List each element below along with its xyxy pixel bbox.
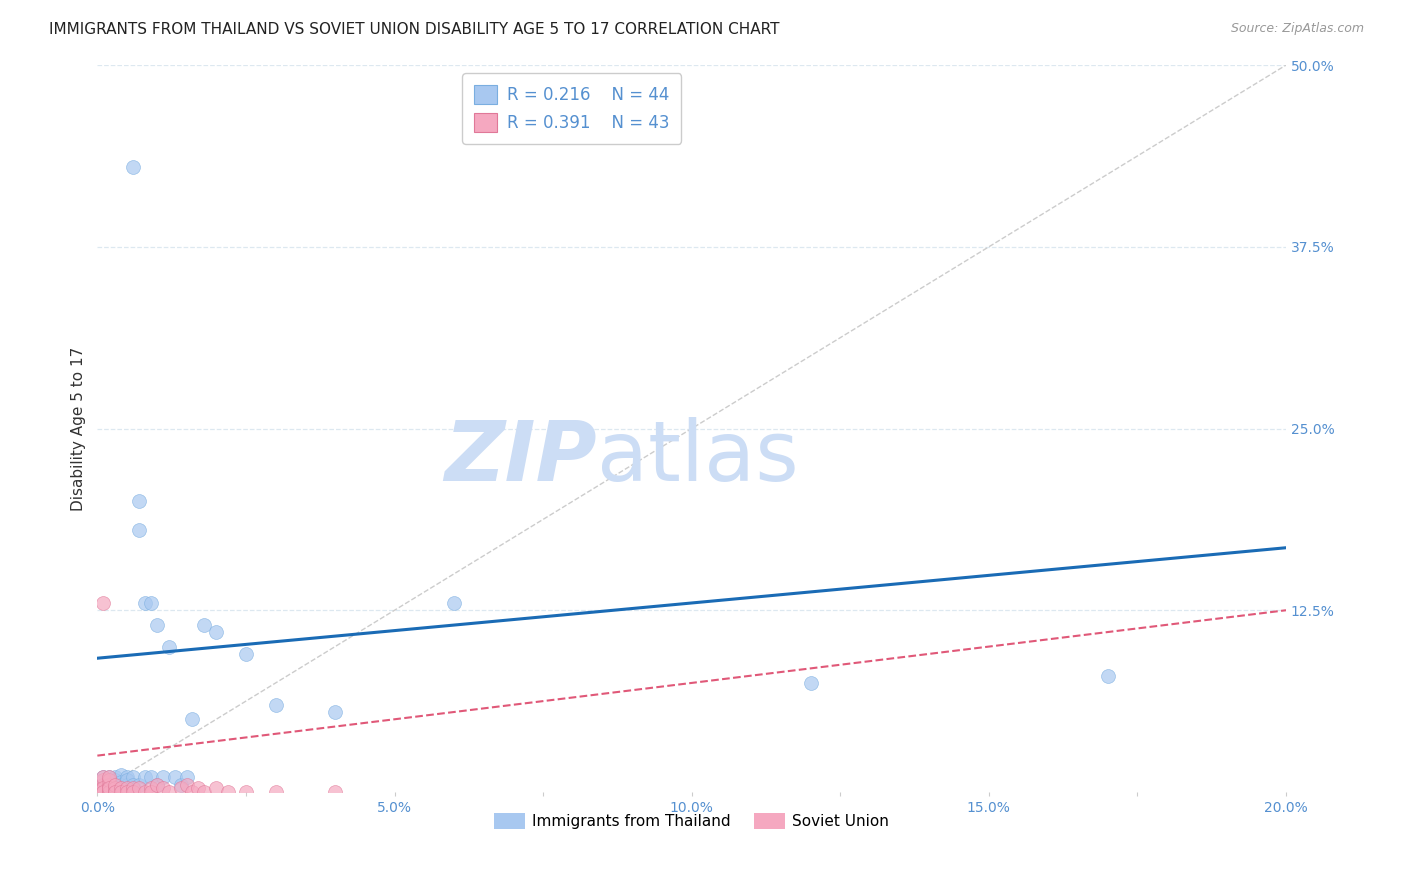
Point	[134, 771, 156, 785]
Point	[91, 785, 114, 799]
Point	[157, 785, 180, 799]
Point	[98, 778, 121, 792]
Point	[181, 785, 204, 799]
Point	[205, 780, 228, 795]
Point	[91, 771, 114, 785]
Point	[193, 785, 215, 799]
Point	[98, 780, 121, 795]
Point	[217, 785, 239, 799]
Point	[104, 773, 127, 788]
Point	[176, 771, 198, 785]
Text: ZIP: ZIP	[444, 417, 596, 498]
Point	[110, 774, 132, 789]
Text: Source: ZipAtlas.com: Source: ZipAtlas.com	[1230, 22, 1364, 36]
Point	[98, 780, 121, 795]
Point	[169, 780, 191, 795]
Legend: Immigrants from Thailand, Soviet Union: Immigrants from Thailand, Soviet Union	[488, 807, 896, 835]
Point	[91, 771, 114, 785]
Point	[110, 780, 132, 795]
Point	[139, 780, 162, 795]
Point	[139, 771, 162, 785]
Point	[146, 617, 169, 632]
Point	[193, 617, 215, 632]
Point	[122, 785, 145, 799]
Point	[91, 785, 114, 799]
Point	[146, 778, 169, 792]
Point	[181, 712, 204, 726]
Point	[104, 778, 127, 792]
Point	[205, 625, 228, 640]
Point	[122, 160, 145, 174]
Point	[115, 771, 138, 785]
Point	[91, 785, 114, 799]
Text: IMMIGRANTS FROM THAILAND VS SOVIET UNION DISABILITY AGE 5 TO 17 CORRELATION CHAR: IMMIGRANTS FROM THAILAND VS SOVIET UNION…	[49, 22, 780, 37]
Point	[115, 785, 138, 799]
Point	[104, 785, 127, 799]
Point	[264, 785, 287, 799]
Text: atlas: atlas	[596, 417, 799, 498]
Point	[98, 785, 121, 799]
Point	[110, 767, 132, 781]
Point	[104, 785, 127, 799]
Point	[115, 778, 138, 792]
Point	[104, 780, 127, 795]
Point	[91, 773, 114, 788]
Point	[110, 785, 132, 799]
Point	[176, 778, 198, 792]
Point	[104, 785, 127, 799]
Point	[134, 785, 156, 799]
Point	[98, 773, 121, 788]
Point	[128, 778, 150, 792]
Point	[98, 771, 121, 785]
Point	[110, 778, 132, 792]
Y-axis label: Disability Age 5 to 17: Disability Age 5 to 17	[72, 346, 86, 510]
Point	[323, 705, 346, 719]
Point	[157, 640, 180, 654]
Point	[139, 785, 162, 799]
Point	[104, 771, 127, 785]
Point	[98, 780, 121, 795]
Point	[91, 780, 114, 795]
Point	[115, 773, 138, 788]
Point	[1097, 668, 1119, 682]
Point	[98, 773, 121, 788]
Point	[98, 785, 121, 799]
Point	[122, 778, 145, 792]
Point	[235, 647, 257, 661]
Point	[152, 771, 174, 785]
Point	[187, 780, 209, 795]
Point	[146, 778, 169, 792]
Point	[264, 698, 287, 712]
Point	[110, 780, 132, 795]
Point	[115, 780, 138, 795]
Point	[323, 785, 346, 799]
Point	[128, 523, 150, 537]
Point	[122, 771, 145, 785]
Point	[799, 676, 821, 690]
Point	[91, 780, 114, 795]
Point	[128, 494, 150, 508]
Point	[104, 778, 127, 792]
Point	[139, 596, 162, 610]
Point	[134, 596, 156, 610]
Point	[98, 771, 121, 785]
Point	[443, 596, 465, 610]
Point	[122, 780, 145, 795]
Point	[91, 785, 114, 799]
Point	[91, 596, 114, 610]
Point	[169, 778, 191, 792]
Point	[128, 780, 150, 795]
Point	[91, 778, 114, 792]
Point	[163, 771, 186, 785]
Point	[98, 778, 121, 792]
Point	[152, 780, 174, 795]
Point	[91, 778, 114, 792]
Point	[235, 785, 257, 799]
